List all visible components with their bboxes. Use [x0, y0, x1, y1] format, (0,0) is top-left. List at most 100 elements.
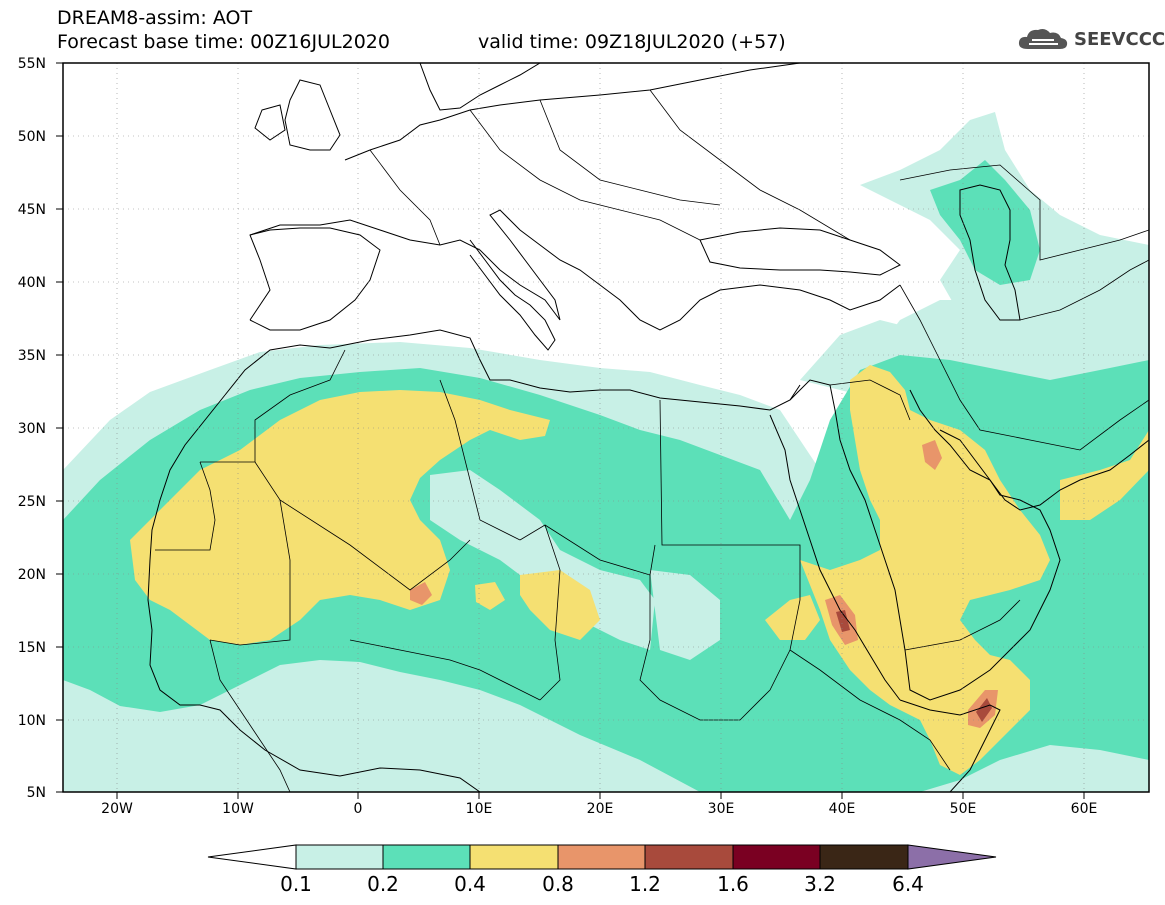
coastline-europe-south — [249, 209, 901, 331]
lat-label: 50N — [18, 129, 46, 145]
border-central-asia — [1019, 259, 1149, 321]
border-libya-west — [439, 379, 521, 541]
border-libya-south — [519, 524, 656, 576]
coastline-caspian — [959, 184, 1021, 321]
forecast-base-time: Forecast base time: 00Z16JUL2020 — [57, 31, 390, 53]
coastline-black-sea — [699, 227, 901, 276]
aot-high-region-ethiopia — [765, 595, 820, 640]
colorbar-label: 6.4 — [892, 872, 924, 896]
lat-label: 30N — [18, 421, 46, 437]
coastline-europe-north — [344, 63, 801, 161]
aot-field — [63, 112, 1149, 792]
colorbar-swatch — [732, 844, 821, 870]
coastline-red-sea-west — [769, 414, 901, 701]
lon-label: 0 — [354, 801, 363, 817]
colorbar-swatch — [382, 844, 471, 870]
border-europe-1 — [369, 149, 441, 246]
aot-high-region-chad — [520, 570, 600, 640]
longitude-labels: 20W 10W 0 10E 20E 30E 40E 50E 60E — [101, 801, 1097, 817]
coastline-iberia — [249, 227, 381, 331]
lon-label: 60E — [1071, 801, 1098, 817]
border-ethiopia — [789, 649, 951, 771]
aot-light-patch-sudan — [650, 570, 720, 660]
border-chad-east — [539, 524, 561, 701]
coastline-gulf — [939, 429, 1149, 511]
colorbar-low-arrow — [207, 844, 297, 870]
border-mali-east — [209, 499, 291, 646]
aot-moderate-region-caspian — [930, 160, 1040, 285]
colorbar-swatch — [819, 844, 909, 870]
border-sudan — [639, 544, 801, 721]
coastline-britain — [284, 79, 341, 151]
colorbar-label: 0.2 — [367, 872, 399, 896]
lat-label: 10N — [18, 713, 46, 729]
aot-high-region-oman — [1060, 430, 1149, 520]
colorbar-high-arrow — [907, 844, 997, 870]
border-kazakhstan — [899, 164, 1149, 261]
country-borders — [155, 89, 1149, 792]
lon-label: 10W — [222, 801, 254, 817]
coastline-italy — [469, 239, 556, 351]
seevccc-logo: SEEVCCC — [1016, 24, 1165, 54]
aot-high-region-patch — [475, 582, 505, 610]
lat-label: 20N — [18, 567, 46, 583]
border-libya-egypt — [659, 399, 740, 546]
border-algeria-north — [254, 349, 346, 462]
colorbar — [207, 844, 997, 870]
lat-label: 25N — [18, 494, 46, 510]
colorbar-label: 1.6 — [717, 872, 749, 896]
lat-label: 40N — [18, 275, 46, 291]
border-europe-2 — [469, 109, 701, 241]
coastline-scandinavia — [419, 63, 541, 111]
aot-extreme-region-eritrea — [836, 610, 850, 632]
colorbar-label: 0.1 — [280, 872, 312, 896]
lat-label: 45N — [18, 202, 46, 218]
border-saudi-yemen — [904, 599, 1021, 651]
latitude-labels: 55N 50N 45N 40N 35N 30N 25N 20N 15N 10N … — [18, 56, 46, 801]
coastline-horn — [899, 699, 1001, 792]
coastlines — [147, 63, 1149, 792]
border-europe-3 — [539, 99, 721, 206]
colorbar-swatch — [295, 844, 384, 870]
aot-veryhigh-region-mali — [410, 582, 432, 605]
border-mauritania — [155, 461, 216, 551]
aot-high-region-sahara — [130, 390, 550, 645]
border-saudi-north — [829, 379, 911, 421]
aot-light-patch-libya — [430, 470, 655, 650]
aot-veryhigh-region-iraq — [922, 440, 942, 470]
lon-label: 50E — [950, 801, 977, 817]
colorbar-label: 0.4 — [454, 872, 486, 896]
lon-label: 20W — [101, 801, 133, 817]
lat-label: 35N — [18, 348, 46, 364]
valid-time: valid time: 09Z18JUL2020 (+57) — [478, 31, 786, 53]
coastline-west-africa — [147, 394, 481, 792]
colorbar-swatch — [469, 844, 559, 870]
lat-label: 5N — [27, 785, 46, 801]
lon-label: 40E — [829, 801, 856, 817]
cloud-icon — [1018, 29, 1068, 49]
colorbar-labels: 0.1 0.2 0.4 0.8 1.2 1.6 3.2 6.4 — [280, 872, 924, 896]
coastline-ireland — [254, 104, 286, 141]
border-west-africa — [209, 639, 291, 792]
axis-ticks — [56, 62, 1085, 799]
lon-label: 10E — [466, 801, 493, 817]
lon-label: 20E — [587, 801, 614, 817]
colorbar-label: 0.8 — [542, 872, 574, 896]
coastline-north-africa — [224, 329, 801, 411]
chart-title: DREAM8-assim: AOT — [57, 7, 253, 29]
aot-high-region-arabia — [800, 365, 1050, 775]
lon-label: 30E — [708, 801, 735, 817]
colorbar-swatch — [644, 844, 734, 870]
lat-label: 15N — [18, 640, 46, 656]
colorbar-label: 3.2 — [804, 872, 836, 896]
colorbar-label: 1.2 — [629, 872, 661, 896]
aot-extreme-region-somalia — [976, 698, 992, 722]
border-iran — [899, 284, 1149, 451]
border-europe-4 — [649, 89, 851, 241]
logo-text: SEEVCCC — [1074, 28, 1165, 50]
border-niger-nigeria — [349, 639, 541, 701]
lat-label: 55N — [18, 56, 46, 72]
colorbar-swatch — [557, 844, 646, 870]
gridlines — [63, 63, 1149, 792]
